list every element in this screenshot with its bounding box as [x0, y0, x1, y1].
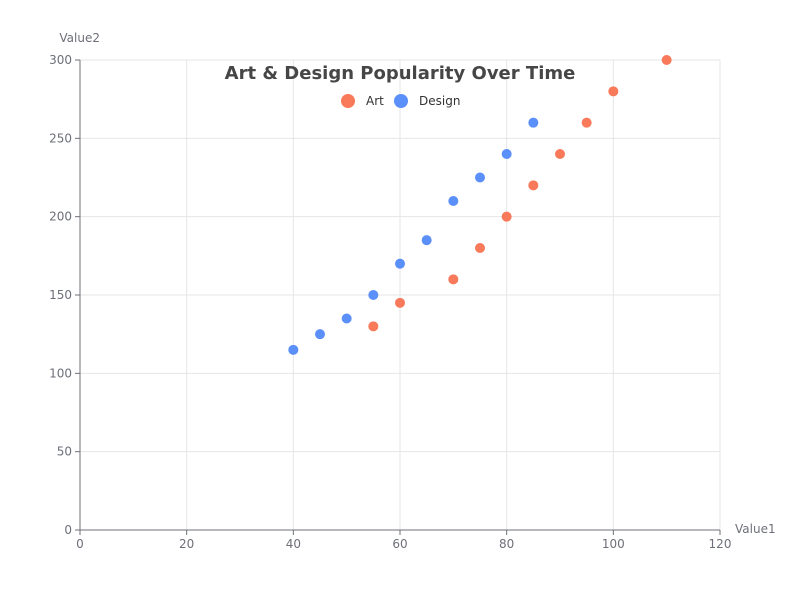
data-point-design[interactable] [341, 313, 352, 324]
data-point-art[interactable] [608, 86, 619, 97]
x-tick-label: 0 [76, 537, 84, 551]
y-tick-label: 150 [49, 288, 72, 302]
y-tick-label: 100 [49, 366, 72, 380]
legend-label-art: Art [366, 94, 384, 108]
y-tick-label: 200 [49, 210, 72, 224]
data-points [288, 55, 672, 355]
y-tick-label: 300 [49, 53, 72, 67]
legend-label-design: Design [419, 94, 460, 108]
x-axis-label: Value1 [735, 522, 776, 536]
legend-marker-art [341, 94, 355, 108]
data-point-design[interactable] [501, 149, 512, 159]
legend-item-art[interactable]: Art [341, 94, 384, 108]
data-point-design[interactable] [528, 117, 539, 128]
data-point-art[interactable] [368, 321, 379, 332]
data-point-design[interactable] [421, 235, 432, 246]
x-tick-label: 100 [602, 537, 625, 551]
data-point-art[interactable] [395, 297, 405, 308]
y-tick-label: 50 [57, 445, 72, 459]
data-point-art[interactable] [581, 117, 592, 128]
data-point-art[interactable] [661, 55, 672, 65]
y-tick-label: 250 [49, 131, 72, 145]
legend: Art Design [341, 94, 460, 108]
y-axis-label: Value2 [59, 31, 100, 45]
legend-marker-design [394, 94, 408, 108]
data-point-art[interactable] [475, 243, 485, 253]
x-tick-label: 120 [709, 537, 732, 551]
grid [80, 59, 721, 530]
x-tick-label: 20 [179, 537, 194, 551]
data-point-art[interactable] [448, 274, 459, 285]
x-tick-label: 60 [392, 537, 407, 551]
data-point-design[interactable] [395, 258, 405, 269]
data-point-design[interactable] [368, 290, 379, 300]
data-point-design[interactable] [475, 172, 485, 183]
tick-labels: 0 20 40 60 80 100 120 0 50 100 150 200 250 300 [49, 53, 731, 551]
legend-item-design[interactable]: Design [394, 94, 460, 108]
x-tick-label: 40 [286, 537, 301, 551]
data-point-art[interactable] [528, 180, 539, 191]
x-tick-label: 80 [499, 537, 514, 551]
data-point-design[interactable] [288, 344, 299, 355]
data-point-design[interactable] [448, 196, 459, 206]
chart-title: Art & Design Popularity Over Time [225, 63, 576, 84]
axes [75, 59, 721, 535]
data-point-art[interactable] [501, 211, 512, 222]
data-point-design[interactable] [315, 329, 325, 340]
y-tick-label: 0 [64, 523, 72, 537]
data-point-art[interactable] [555, 149, 565, 159]
